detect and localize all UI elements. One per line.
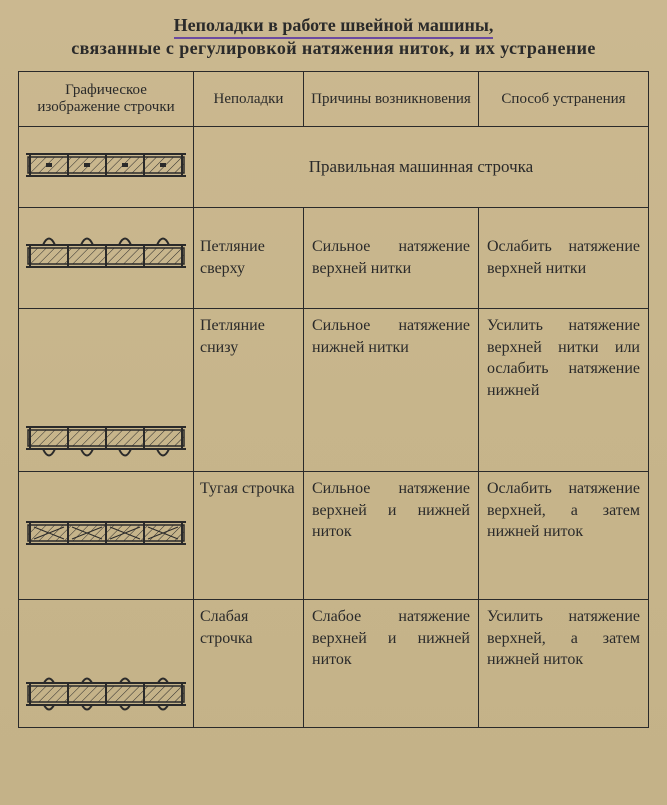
diagram-cell <box>19 600 194 728</box>
table-row: Тугая строчка Сильное натяжение верхней … <box>19 472 649 600</box>
stitch-diagram-icon <box>26 143 186 187</box>
diagram-cell <box>19 309 194 472</box>
table-header-row: Графическое изображение строчки Неполадк… <box>19 72 649 127</box>
table-row: Петляние сверху Сильное натяжение верхне… <box>19 208 649 309</box>
col-header-diagram: Графическое изображение строчки <box>19 72 194 127</box>
fix-cell: Ослабить натяжение верхней, а затем нижн… <box>479 472 649 600</box>
correct-stitch-label: Правильная машинная строчка <box>194 127 649 208</box>
stitch-diagram-icon <box>26 234 186 278</box>
page: Неполадки в работе швейной машины, связа… <box>0 0 667 805</box>
title-line-1-text: Неполадки в работе швейной машины, <box>174 15 494 35</box>
defect-cell: Слабая строчка <box>194 600 304 728</box>
stitch-diagram-icon <box>26 511 186 555</box>
defects-table: Графическое изображение строчки Неполадк… <box>18 71 649 728</box>
defect-cell: Тугая строчка <box>194 472 304 600</box>
cause-cell: Слабое натяжение верхней и нижней ниток <box>304 600 479 728</box>
diagram-cell <box>19 208 194 309</box>
cause-cell: Сильное натяжение верхней нитки <box>304 208 479 309</box>
title-line-2: связанные с регулировкой натяжения ниток… <box>18 37 649 60</box>
table-row: Слабая строчка Слабое натяжение верхней … <box>19 600 649 728</box>
title-line-1: Неполадки в работе швейной машины, <box>174 14 494 37</box>
col-header-defect: Неполадки <box>194 72 304 127</box>
diagram-correct <box>19 127 194 208</box>
diagram-cell <box>19 472 194 600</box>
cause-cell: Сильное натяжение нижней нитки <box>304 309 479 472</box>
table-row-correct: Правильная машинная строчка <box>19 127 649 208</box>
col-header-cause: Причины возникновения <box>304 72 479 127</box>
col-header-fix: Способ устранения <box>479 72 649 127</box>
table-row: Петляние снизу Сильное натяжение нижней … <box>19 309 649 472</box>
page-title: Неполадки в работе швейной машины, связа… <box>18 14 649 59</box>
fix-cell: Усилить натяжение верхней, а затем нижне… <box>479 600 649 728</box>
defect-cell: Петляние снизу <box>194 309 304 472</box>
stitch-diagram-icon <box>26 416 186 460</box>
defect-cell: Петляние сверху <box>194 208 304 309</box>
fix-cell: Ослабить натяжение верхней нитки <box>479 208 649 309</box>
stitch-diagram-icon <box>26 672 186 716</box>
cause-cell: Сильное натяжение верхней и нижней ниток <box>304 472 479 600</box>
fix-cell: Усилить натяжение верхней нитки или осла… <box>479 309 649 472</box>
title-underline <box>174 37 494 39</box>
